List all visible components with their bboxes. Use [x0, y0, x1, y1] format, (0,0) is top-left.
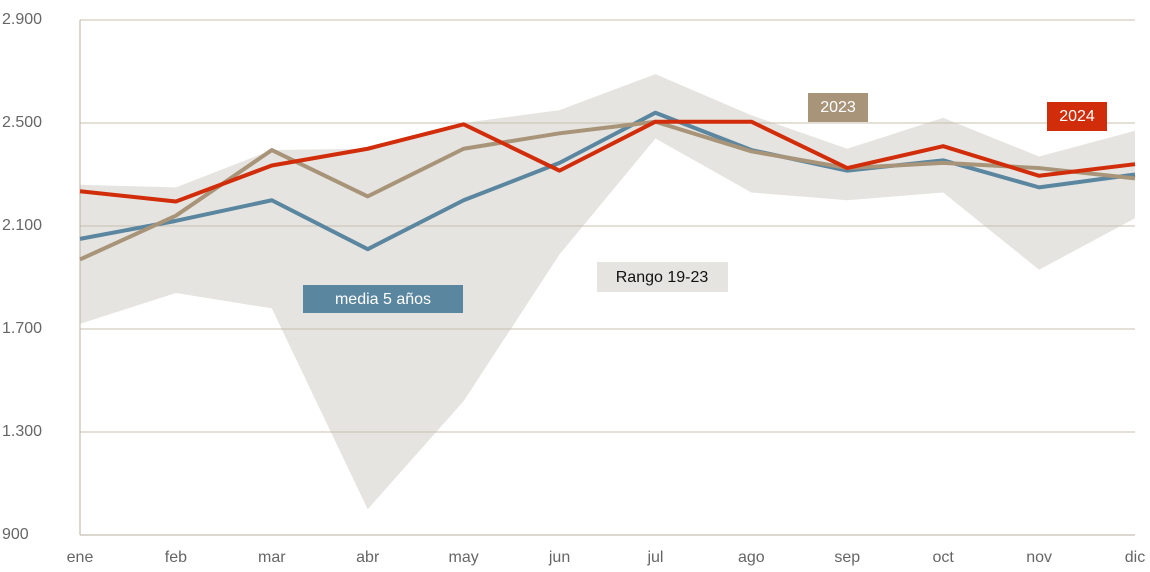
legend-box: [808, 93, 868, 122]
x-tick-label: ago: [738, 549, 765, 566]
y-tick-label: 1.700: [2, 320, 42, 337]
legend-label: 2024: [1059, 108, 1095, 125]
x-tick-label: jul: [646, 549, 663, 566]
legend-box: [1047, 102, 1107, 131]
legend-box: [303, 285, 463, 313]
y-tick-label: 2.500: [2, 114, 42, 131]
x-tick-label: jun: [548, 549, 570, 566]
legend-2024: 2024: [1047, 102, 1107, 131]
y-tick-label: 1.300: [2, 423, 42, 440]
x-tick-label: mar: [258, 549, 286, 566]
legend-label: media 5 años: [335, 291, 431, 308]
legend-box: [597, 262, 728, 292]
x-tick-label: sep: [834, 549, 860, 566]
x-tick-label: feb: [165, 549, 187, 566]
x-tick-label: nov: [1026, 549, 1052, 566]
series-line: [79, 119, 1136, 262]
x-tick-label: ene: [67, 549, 94, 566]
x-tick-label: oct: [933, 549, 955, 566]
x-tick-label: abr: [356, 549, 380, 566]
y-tick-label: 2.900: [2, 11, 42, 28]
legend-band: Rango 19-23: [597, 262, 728, 292]
legend-label: 2023: [820, 99, 856, 116]
y-tick-label: 2.100: [2, 217, 42, 234]
legend-label: Rango 19-23: [616, 269, 709, 286]
legend-media: media 5 años: [303, 285, 463, 313]
y-tick-label: 900: [2, 526, 29, 543]
plot-background: 900 1.300 1.700 2.100 2.500 2.900 ene feb mar abr…: [2, 11, 1145, 566]
legend-2023: 2023: [808, 93, 868, 122]
x-tick-label: dic: [1125, 549, 1145, 566]
plot-foreground: [79, 110, 1136, 262]
x-tick-label: may: [449, 549, 479, 566]
series-line: [79, 119, 1136, 204]
